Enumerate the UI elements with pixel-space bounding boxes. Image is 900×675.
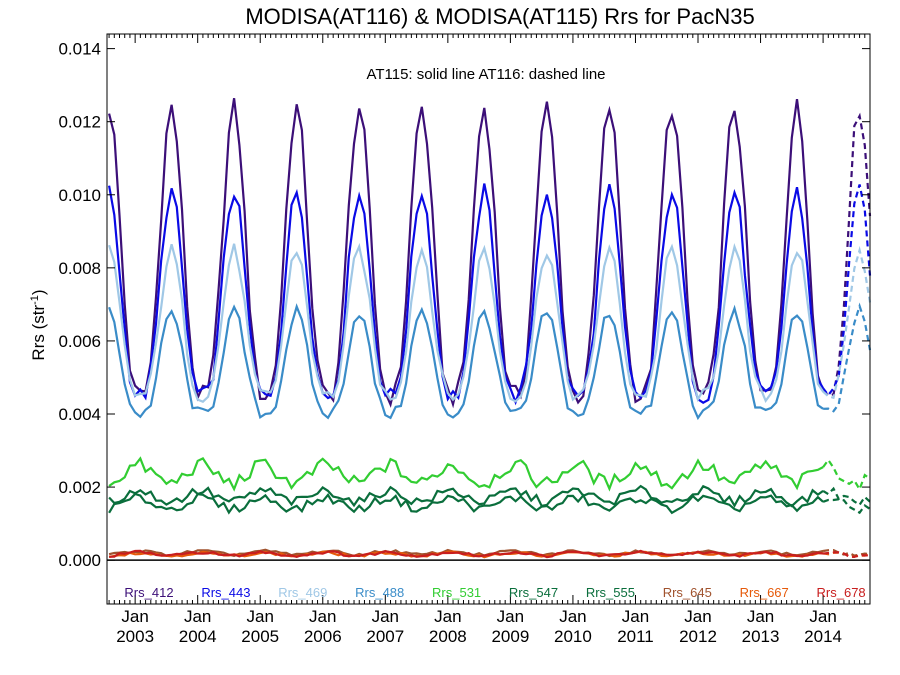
y-axis-label-superscript: -1 — [29, 295, 41, 305]
legend-item-rrs-547: Rrs_547 — [509, 585, 558, 600]
y-tick-label: 0.006 — [58, 332, 101, 351]
series-line-rrs-531-at115 — [108, 456, 824, 492]
series-line-rrs-547-at115 — [108, 484, 824, 508]
legend: Rrs_412 Rrs_443 Rrs_469 Rrs_488 Rrs_531 Rrs_5… — [124, 585, 865, 600]
legend-item-rrs-645: Rrs_645 — [663, 585, 712, 600]
x-tick-year: 2010 — [554, 627, 592, 646]
y-axis-label: Rrs (str-1) — [29, 289, 48, 360]
series-layer — [108, 98, 872, 559]
series-line-rrs-443-at116 — [822, 184, 872, 397]
x-tick-year: 2006 — [304, 627, 342, 646]
legend-item-rrs-678: Rrs_678 — [817, 585, 866, 600]
series-line-rrs-469-at115 — [108, 242, 825, 404]
y-tick-label: 0.000 — [58, 551, 101, 570]
x-tick-month: Jan — [622, 607, 649, 626]
x-tick-year: 2007 — [366, 627, 404, 646]
plot-frame — [106, 33, 871, 605]
x-tick-month: Jan — [309, 607, 336, 626]
y-tick-label: 0.012 — [58, 113, 101, 132]
series-line-rrs-678-at116 — [822, 551, 871, 559]
x-tick-year: 2012 — [679, 627, 717, 646]
x-tick-month: Jan — [809, 607, 836, 626]
series-line-rrs-469-at116 — [822, 245, 872, 400]
series-line-rrs-412-at116 — [822, 112, 872, 397]
legend-item-rrs-443: Rrs_443 — [201, 585, 250, 600]
x-tick-month: Jan — [184, 607, 211, 626]
legend-item-rrs-555: Rrs_555 — [586, 585, 635, 600]
series-line-rrs-555-at116 — [822, 498, 871, 515]
x-tick-year: 2011 — [617, 627, 654, 646]
x-tick-year: 2014 — [804, 627, 842, 646]
series-line-rrs-547-at116 — [822, 486, 871, 507]
series-line-rrs-412-at115 — [108, 98, 825, 409]
x-tick-month: Jan — [684, 607, 711, 626]
y-tick-label: 0.010 — [58, 186, 101, 205]
x-tick-month: Jan — [434, 607, 461, 626]
chart-title: MODISA(AT116) & MODISA(AT115) Rrs for Pa… — [245, 4, 754, 29]
y-axis-label-close: ) — [29, 289, 48, 295]
y-tick-label: 0.008 — [58, 259, 101, 278]
legend-item-rrs-412: Rrs_412 — [124, 585, 173, 600]
y-tick-label: 0.002 — [58, 478, 101, 497]
line-style-annotation: AT115: solid line AT116: dashed line — [366, 66, 605, 83]
x-tick-month: Jan — [747, 607, 774, 626]
x-tick-month: Jan — [497, 607, 524, 626]
series-line-rrs-488-at115 — [108, 303, 824, 421]
x-tick-year: 2003 — [116, 627, 154, 646]
series-line-rrs-531-at116 — [822, 458, 871, 492]
x-tick-year: 2009 — [491, 627, 529, 646]
legend-item-rrs-531: Rrs_531 — [432, 585, 481, 600]
axes-layer: 0.000 0.002 0.004 0.006 0.008 0.010 0.012 0.014… — [58, 34, 871, 646]
x-tick-month: Jan — [559, 607, 586, 626]
y-tick-label: 0.014 — [58, 40, 101, 59]
x-tick-year: 2005 — [241, 627, 279, 646]
legend-item-rrs-469: Rrs_469 — [278, 585, 327, 600]
x-tick-year: 2004 — [179, 627, 217, 646]
y-axis-label-base: Rrs (str — [29, 305, 48, 361]
x-tick-month: Jan — [247, 607, 274, 626]
y-tick-label: 0.004 — [58, 405, 101, 424]
x-tick-month: Jan — [372, 607, 399, 626]
x-tick-month: Jan — [121, 607, 148, 626]
series-line-rrs-678-at115 — [109, 549, 824, 559]
series-line-rrs-443-at115 — [108, 183, 825, 406]
legend-item-rrs-667: Rrs_667 — [740, 585, 789, 600]
series-line-rrs-488-at116 — [823, 302, 872, 413]
x-tick-year: 2008 — [429, 627, 467, 646]
legend-item-rrs-488: Rrs_488 — [355, 585, 404, 600]
series-line-rrs-555-at115 — [108, 492, 824, 515]
x-tick-year: 2013 — [742, 627, 780, 646]
